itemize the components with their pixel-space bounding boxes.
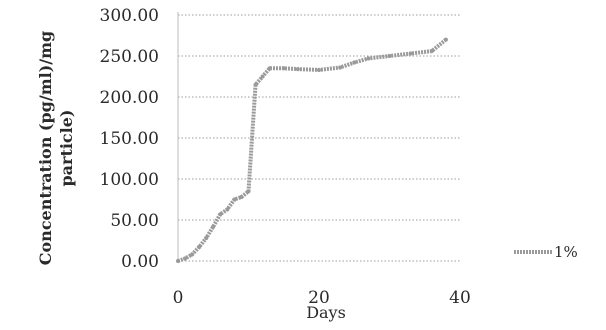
data-point — [197, 245, 202, 250]
y-tick-label: 50.00 — [110, 211, 159, 231]
legend: 1% — [514, 243, 578, 261]
data-point — [183, 256, 188, 261]
data-point — [295, 67, 300, 72]
data-point — [352, 60, 357, 65]
data-point — [176, 259, 180, 263]
data-point — [408, 51, 413, 56]
data-point — [267, 66, 272, 71]
x-tick-label: 0 — [173, 288, 184, 308]
legend-label-1pct: 1% — [554, 243, 578, 261]
data-point — [429, 49, 434, 54]
plot-area — [176, 37, 448, 263]
y-axis-title-line2: particle) — [57, 109, 76, 186]
gridlines — [178, 14, 460, 262]
y-axis-title-line1: Concentration (pg/ml)/mg — [36, 31, 55, 265]
data-point — [317, 67, 321, 72]
data-point — [190, 252, 195, 257]
y-tick-label: 250.00 — [100, 47, 159, 67]
y-tick-label: 150.00 — [100, 129, 159, 149]
data-point — [260, 74, 265, 79]
x-axis-title: Days — [306, 303, 346, 322]
data-point — [211, 224, 216, 229]
data-point — [204, 236, 209, 241]
data-point — [253, 82, 258, 87]
y-tick-label: 100.00 — [100, 170, 159, 190]
y-tick-label: 200.00 — [100, 88, 159, 108]
data-point — [239, 195, 244, 200]
data-point — [218, 212, 223, 217]
data-point — [366, 56, 371, 61]
x-tick-labels: 0 20 40 — [173, 288, 471, 308]
y-tick-labels: 0.00 50.00 100.00 150.00 200.00 250.00 300.00 — [100, 6, 159, 272]
x-tick-label: 20 — [308, 288, 330, 308]
x-tick-label: 40 — [449, 288, 471, 308]
data-point — [443, 37, 448, 42]
data-point — [338, 65, 343, 70]
data-point — [281, 66, 286, 71]
data-point — [225, 207, 230, 212]
y-tick-label: 0.00 — [121, 252, 159, 272]
y-tick-label: 300.00 — [100, 6, 159, 26]
data-point — [387, 54, 392, 58]
series-line-0 — [177, 38, 448, 263]
data-point — [232, 197, 237, 202]
data-point — [246, 189, 251, 194]
